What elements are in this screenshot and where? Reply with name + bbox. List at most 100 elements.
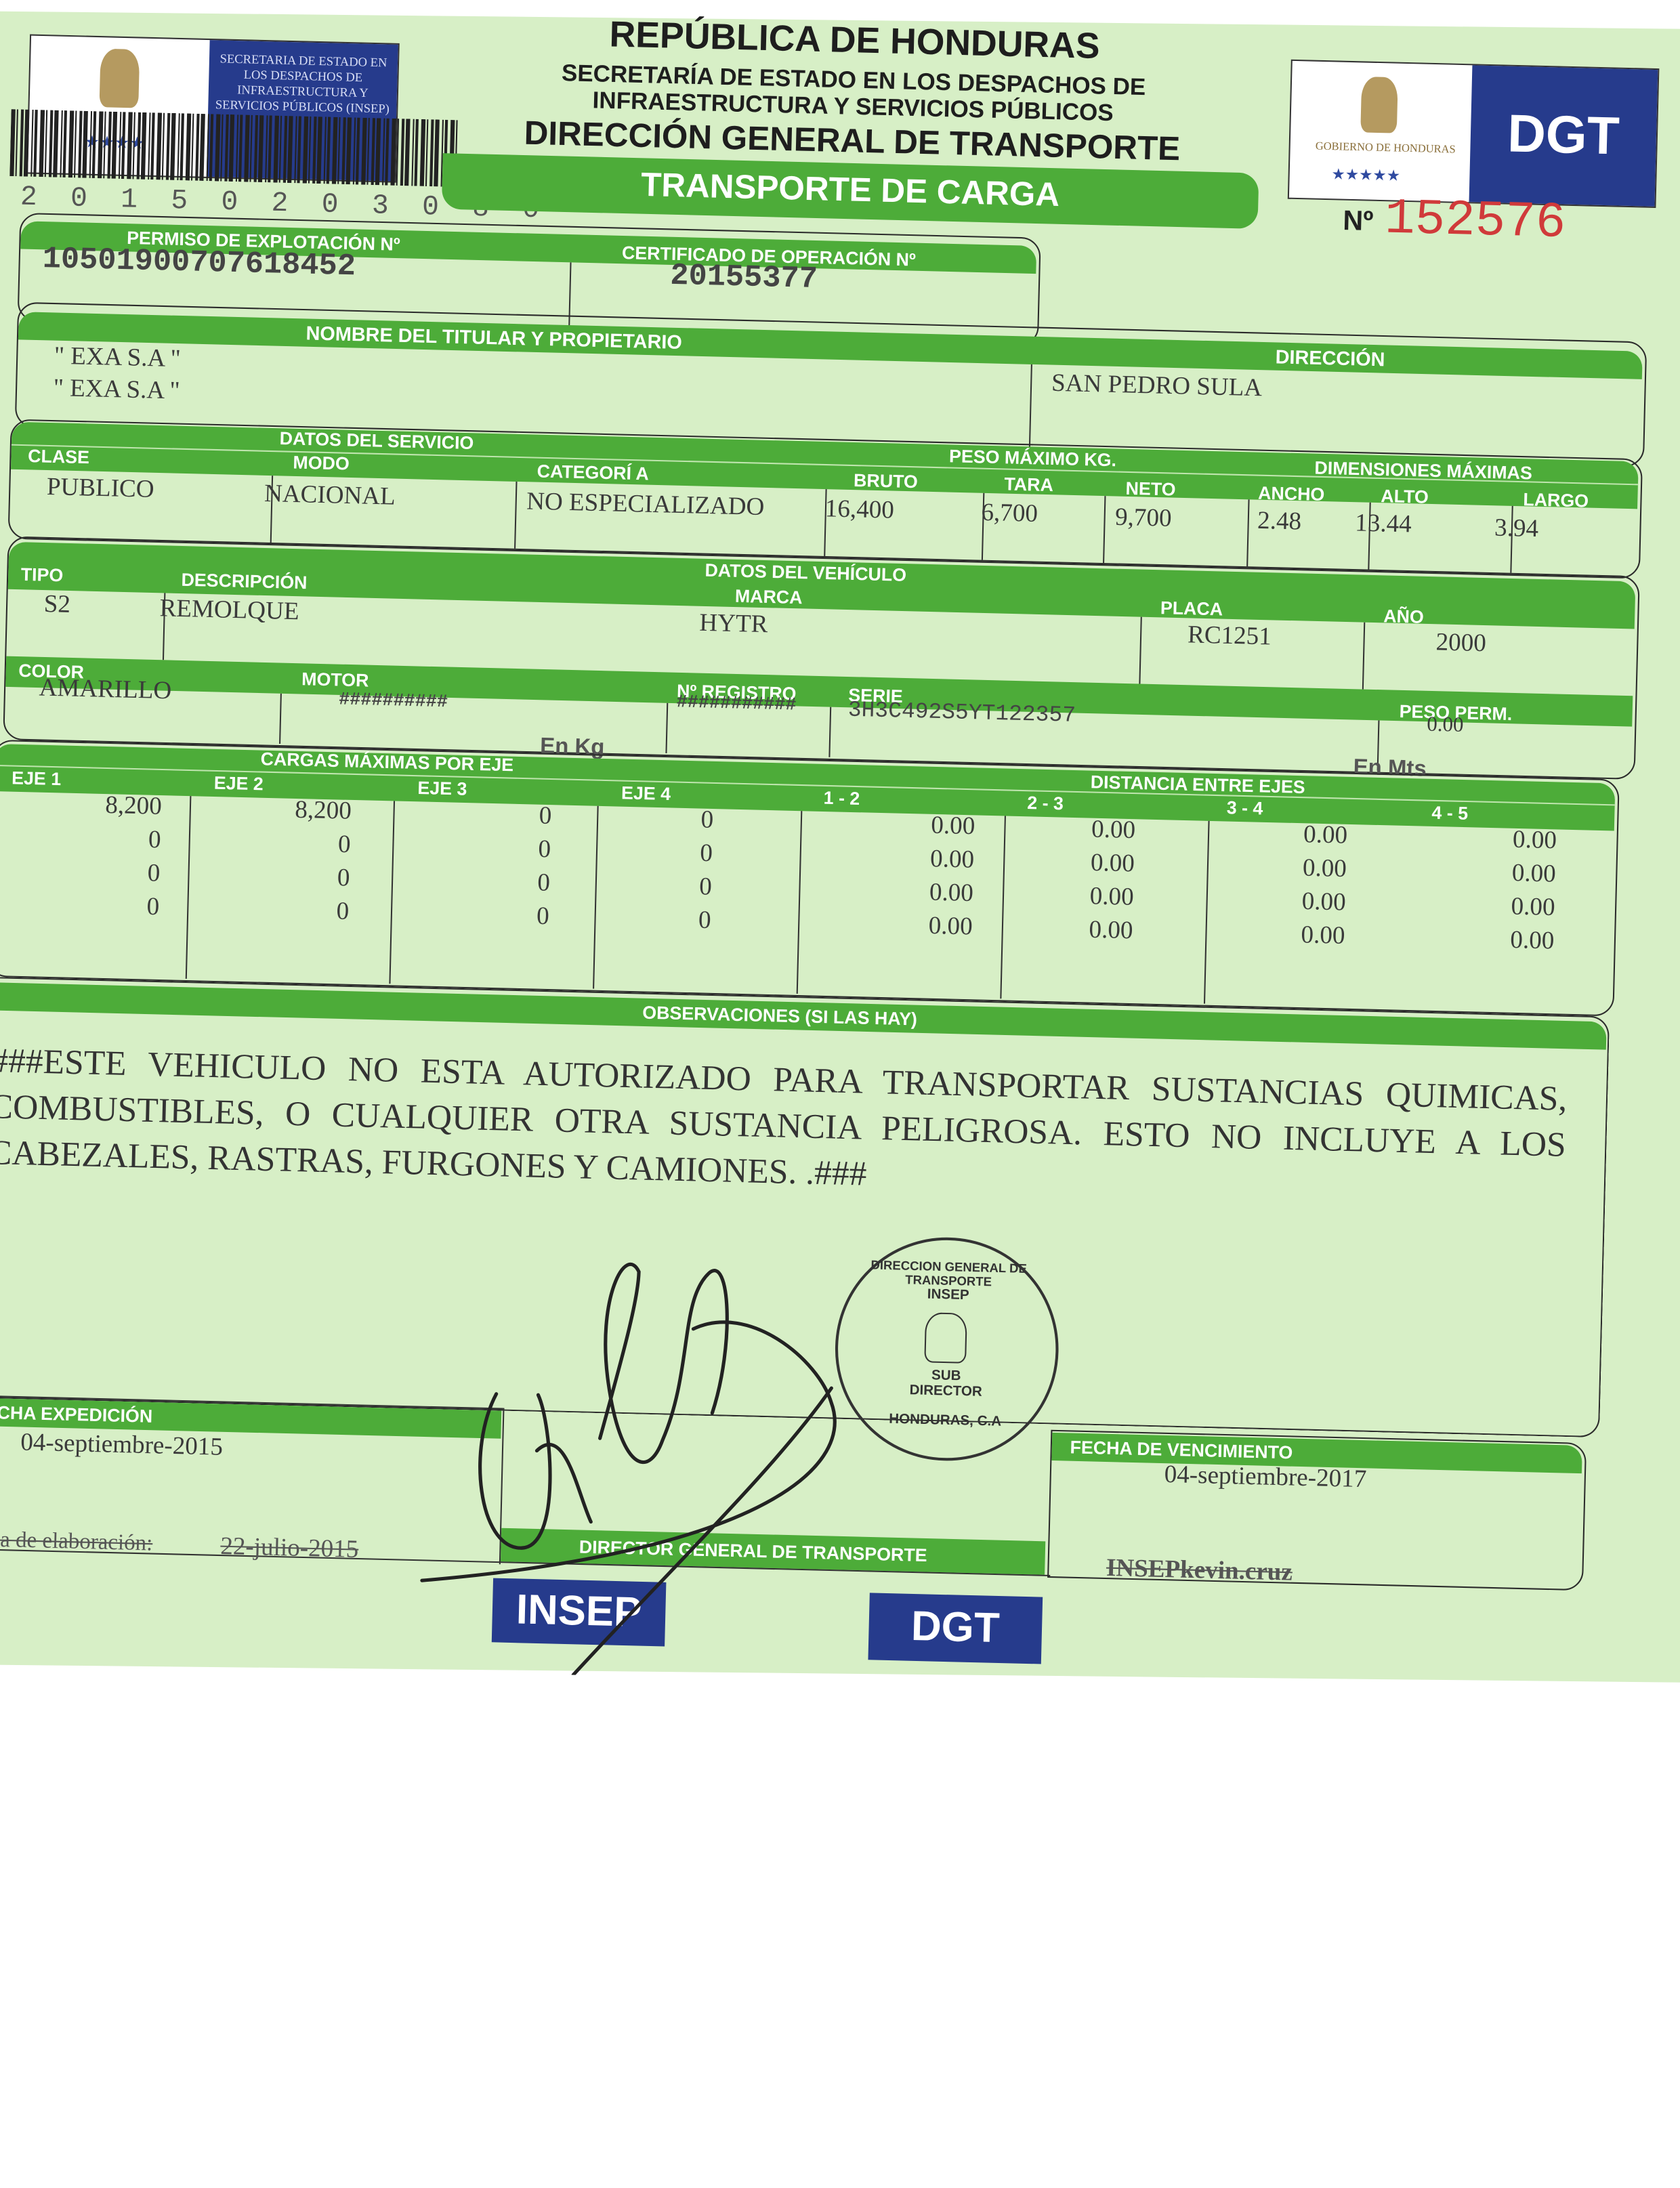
anio-label: AÑO (1383, 605, 1425, 628)
barcode-bar (15, 109, 18, 177)
axle-column-label: 2 - 3 (1026, 792, 1064, 814)
barcode-bar (23, 109, 30, 177)
barcode (9, 109, 458, 188)
axle-value: 0 (537, 868, 551, 897)
descripcion-label: DESCRIPCIÓN (181, 568, 308, 593)
axle-value: 0 (539, 801, 552, 830)
barcode-bar (156, 112, 163, 180)
barcode-bar (78, 110, 83, 178)
barcode-bar (352, 117, 356, 185)
barcode-bar (302, 116, 309, 184)
largo-value: 3.94 (1494, 513, 1539, 543)
axle-value: 0.00 (1303, 820, 1348, 849)
registro-value: ########### (676, 691, 797, 715)
barcode-bar (30, 109, 34, 177)
barcode-bar (39, 110, 45, 177)
axle-value: 0.00 (1301, 886, 1347, 916)
axle-value: 0.00 (1511, 858, 1557, 887)
color-value: AMARILLO (39, 673, 172, 704)
barcode-bar (278, 115, 282, 183)
axle-value: 0 (536, 901, 550, 930)
barcode-bar (390, 118, 397, 186)
barcode-bar (425, 119, 429, 187)
number-label: Nº (1342, 205, 1374, 238)
stamp-sub-text: SUB DIRECTOR (909, 1368, 983, 1400)
official-stamp: DIRECCION GENERAL DE TRANSPORTE INSEP SU… (832, 1234, 1062, 1464)
barcode-bar (253, 114, 259, 182)
barcode-bar (199, 113, 205, 181)
axle-value: 0 (538, 834, 551, 863)
barcode-bar (371, 118, 376, 186)
axle-value: 0.00 (928, 910, 973, 940)
barcode-bar (62, 110, 68, 177)
axle-value: 8,200 (294, 795, 352, 824)
barcode-bar (419, 119, 426, 186)
marca-label: MARCA (734, 585, 803, 608)
barcode-bar (323, 117, 327, 184)
motor-value: ########## (338, 688, 448, 713)
peso-perm-value: 0.00 (1426, 713, 1464, 738)
ancho-value: 2.48 (1257, 505, 1302, 535)
axle-value: 0 (336, 896, 350, 925)
transport-permit-form: ★★★★ SECRETARIA DE ESTADO EN LOS DESPACH… (0, 12, 1660, 1677)
axle-value: 0.00 (1089, 881, 1135, 911)
barcode-bar (73, 110, 77, 178)
barcode-bar (118, 112, 122, 179)
axle-value: 0 (148, 824, 162, 854)
barcode-bar (206, 114, 210, 182)
barcode-bar (214, 114, 221, 182)
barcode-bar (150, 112, 155, 180)
barcode-bar (97, 111, 104, 179)
barcode-bar (177, 113, 180, 181)
barcode-bar (341, 117, 346, 185)
tipo-value: S2 (43, 589, 71, 618)
barcode-bar (249, 114, 253, 182)
axle-column-label: 4 - 5 (1431, 801, 1469, 824)
barcode-bar (337, 117, 341, 184)
marca-value: HYTR (698, 608, 768, 638)
barcode-bar (235, 114, 239, 182)
barcode-bar (19, 109, 24, 177)
axle-column-label: EJE 1 (11, 767, 62, 790)
modo-value: NACIONAL (264, 478, 396, 510)
barcode-bar (282, 115, 288, 183)
axle-value: 0 (146, 891, 160, 921)
barcode-bar (103, 111, 106, 179)
barcode-bar (220, 114, 224, 182)
barcode-bar (411, 119, 415, 186)
barcode-bar (297, 116, 301, 184)
country-title: REPÚBLICA DE HONDURAS (608, 12, 1101, 67)
barcode-bar (268, 115, 272, 183)
elaboracion-value: 22-julio-2015 (219, 1532, 359, 1563)
barcode-bar (48, 110, 54, 177)
axle-column-label: EJE 2 (213, 772, 264, 795)
barcode-bar (82, 110, 88, 178)
stars-icon: ★★★★★ (1331, 166, 1401, 186)
barcode-bar (308, 116, 312, 184)
categoria-label: CATEGORÍ A (537, 460, 650, 484)
axle-value: 0 (698, 872, 713, 900)
bruto-value: 16,400 (824, 494, 895, 524)
barcode-bar (265, 115, 268, 183)
axle-value: 0.00 (1512, 824, 1557, 854)
barcode-bar (140, 112, 147, 180)
barcode-bar (273, 115, 280, 183)
barcode-bar (429, 119, 434, 187)
document-number: 152576 (1384, 190, 1567, 252)
expedicion-value: 04-septiembre-2015 (20, 1427, 224, 1461)
barcode-bar (224, 114, 229, 182)
bruto-label: BRUTO (853, 469, 919, 492)
barcode-bar (375, 118, 381, 186)
axle-value: 0 (337, 863, 350, 891)
axle-value: 0.00 (1301, 920, 1345, 950)
barcode-bar (161, 112, 165, 180)
barcode-bar (9, 109, 16, 177)
barcode-bar (136, 112, 142, 180)
barcode-bar (400, 119, 405, 186)
alto-label: ALTO (1381, 485, 1429, 507)
barcode-bar (132, 112, 135, 180)
barcode-bar (195, 113, 200, 181)
neto-label: NETO (1125, 478, 1176, 500)
barcode-bar (238, 114, 243, 182)
document-type: TRANSPORTE DE CARGA (640, 166, 1060, 215)
